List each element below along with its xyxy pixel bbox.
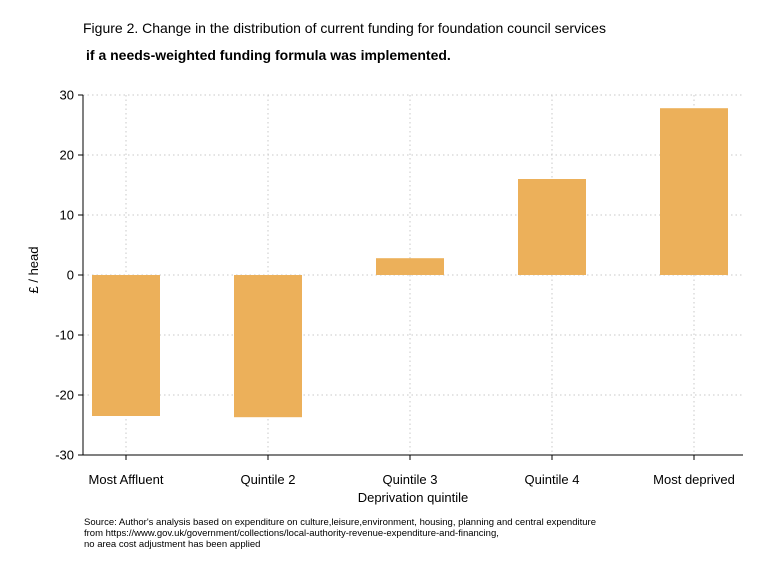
y-tick-label: -20 [55,388,74,403]
y-ticks: 30 20 10 0 -10 -20 -30 [55,88,83,463]
x-ticks: Most Affluent Quintile 2 Quintile 3 Quintil… [89,455,735,487]
y-axis-label: £ / head [26,247,41,294]
bar [518,179,586,275]
y-tick-label: 10 [60,208,74,223]
source-note: Source: Author's analysis based on expen… [84,517,596,550]
bar [92,275,160,416]
bars [92,108,728,418]
x-tick-label: Quintile 3 [383,472,438,487]
y-tick-label: 20 [60,148,74,163]
chart-title: Figure 2. Change in the distribution of … [83,20,606,36]
y-tick-label: 30 [60,88,74,103]
chart-subtitle: if a needs-weighted funding formula was … [86,47,451,63]
x-axis-label: Deprivation quintile [358,490,469,505]
x-tick-label: Most Affluent [89,472,164,487]
source-line: no area cost adjustment has been applied [84,539,261,550]
y-tick-label: -10 [55,328,74,343]
x-tick-label: Quintile 4 [525,472,580,487]
bar [660,108,728,275]
bar [234,275,302,418]
source-line: Source: Author's analysis based on expen… [84,517,596,528]
source-line: from https://www.gov.uk/government/colle… [84,528,499,539]
x-tick-label: Most deprived [653,472,735,487]
x-tick-label: Quintile 2 [241,472,296,487]
y-tick-label: -30 [55,448,74,463]
bar [376,258,444,275]
y-tick-label: 0 [67,268,74,283]
